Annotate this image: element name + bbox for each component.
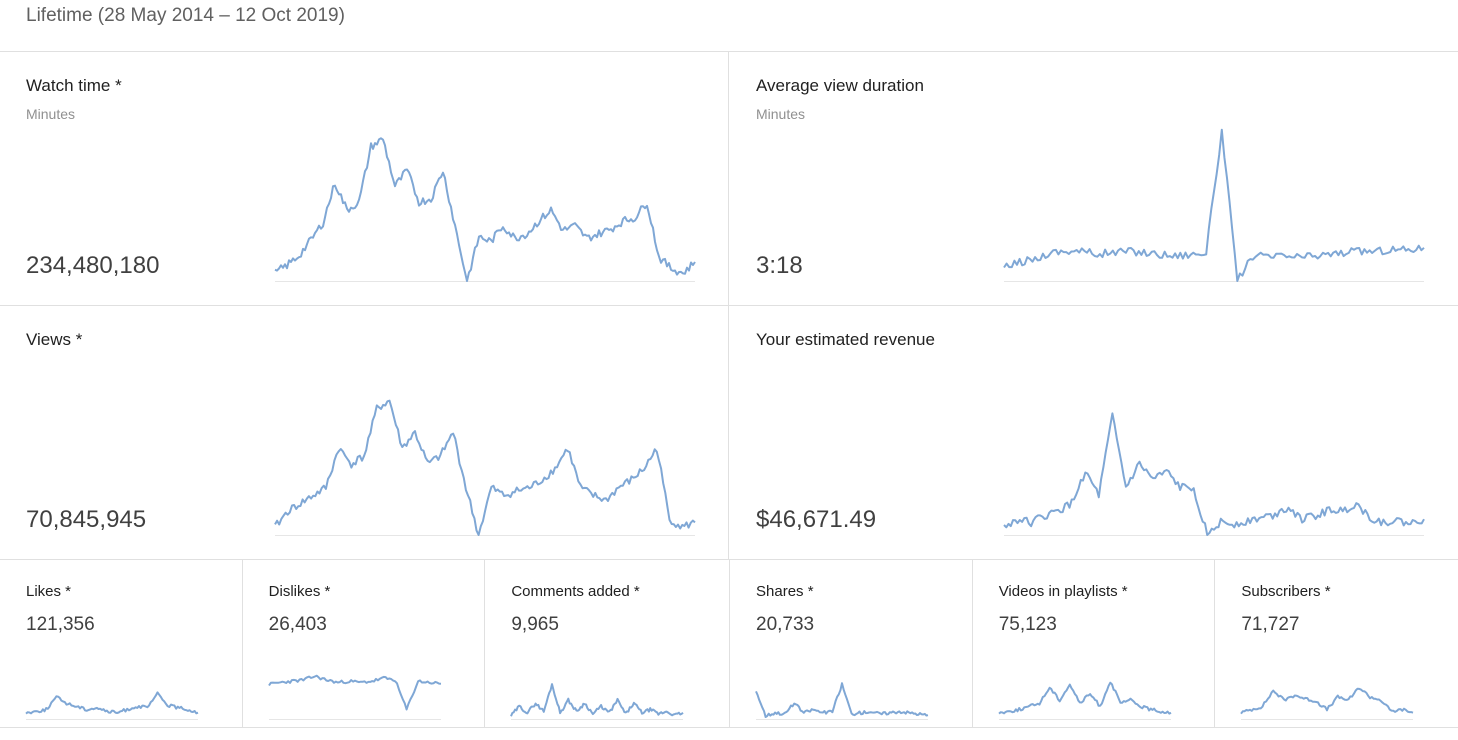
metric-card-likes[interactable]: Likes * 121,356 [0, 560, 243, 727]
metric-value: 121,356 [26, 614, 95, 635]
metric-value: 3:18 [756, 252, 803, 279]
metric-value: 75,123 [998, 614, 1057, 635]
metric-value: 20,733 [756, 614, 815, 635]
metric-card-views[interactable]: Views * 70,845,945 [0, 306, 729, 559]
sparkline-shares [755, 682, 929, 720]
metric-value: $46,671.49 [756, 506, 877, 533]
metric-unit: Minutes [756, 106, 806, 122]
sparkline-series-line [25, 691, 199, 715]
sparkline-series-line [1240, 687, 1414, 715]
metric-unit: Minutes [26, 106, 76, 122]
metric-title: Likes * [26, 583, 72, 600]
period-header: Lifetime (28 May 2014 – 12 Oct 2019) [0, 0, 1458, 52]
metric-value: 234,480,180 [26, 252, 160, 279]
sparkline-likes [25, 691, 199, 720]
metric-title: Watch time * [26, 76, 122, 95]
sparkline-comments-added [510, 683, 684, 720]
metric-card-shares[interactable]: Shares * 20,733 [730, 560, 973, 727]
sparkline-series-line [510, 683, 684, 717]
metric-card-videos-in-playlists[interactable]: Videos in playlists * 75,123 [973, 560, 1216, 727]
sparkline-series-line [274, 137, 696, 282]
metric-title: Videos in playlists * [998, 583, 1128, 600]
sparkline-dislikes [267, 674, 441, 720]
metric-title: Dislikes * [268, 583, 331, 600]
sparkline-series-line [267, 674, 441, 711]
metric-title: Views * [26, 330, 83, 349]
metric-value: 9,965 [511, 614, 559, 635]
metrics-row-1: Watch time * Minutes 234,480,180 Average… [0, 52, 1458, 306]
sparkline-videos-in-playlists [998, 681, 1172, 720]
sparkline-series-line [998, 681, 1172, 715]
sparkline-watch-time [274, 137, 696, 282]
period-label: Lifetime (28 May 2014 – 12 Oct 2019) [26, 5, 345, 26]
metric-title: Average view duration [756, 76, 924, 95]
metric-card-watch-time[interactable]: Watch time * Minutes 234,480,180 [0, 52, 729, 305]
sparkline-series-line [1003, 412, 1425, 536]
sparkline-views [274, 399, 696, 536]
metric-title: Your estimated revenue [756, 330, 935, 349]
sparkline-series-line [274, 399, 696, 536]
metric-value: 71,727 [1241, 614, 1300, 635]
metric-card-estimated-revenue[interactable]: Your estimated revenue $46,671.49 [729, 306, 1458, 559]
sparkline-estimated-revenue [1003, 412, 1425, 536]
metric-card-dislikes[interactable]: Dislikes * 26,403 [243, 560, 486, 727]
sparkline-average-view-duration [1003, 128, 1425, 282]
sparkline-series-line [1003, 128, 1425, 282]
metrics-row-3: Likes * 121,356 Dislikes * 26,403 Commen… [0, 560, 1458, 728]
metric-value: 70,845,945 [26, 506, 147, 533]
metric-value: 26,403 [268, 614, 327, 635]
metric-card-subscribers[interactable]: Subscribers * 71,727 [1215, 560, 1458, 727]
metric-title: Shares * [756, 583, 814, 600]
metrics-row-2: Views * 70,845,945 Your estimated revenu… [0, 306, 1458, 560]
metric-card-comments-added[interactable]: Comments added * 9,965 [485, 560, 731, 727]
metric-title: Subscribers * [1241, 583, 1331, 600]
metric-card-average-view-duration[interactable]: Average view duration Minutes 3:18 [729, 52, 1458, 305]
sparkline-series-line [755, 682, 929, 718]
sparkline-subscribers [1240, 687, 1414, 720]
metric-title: Comments added * [511, 583, 640, 600]
